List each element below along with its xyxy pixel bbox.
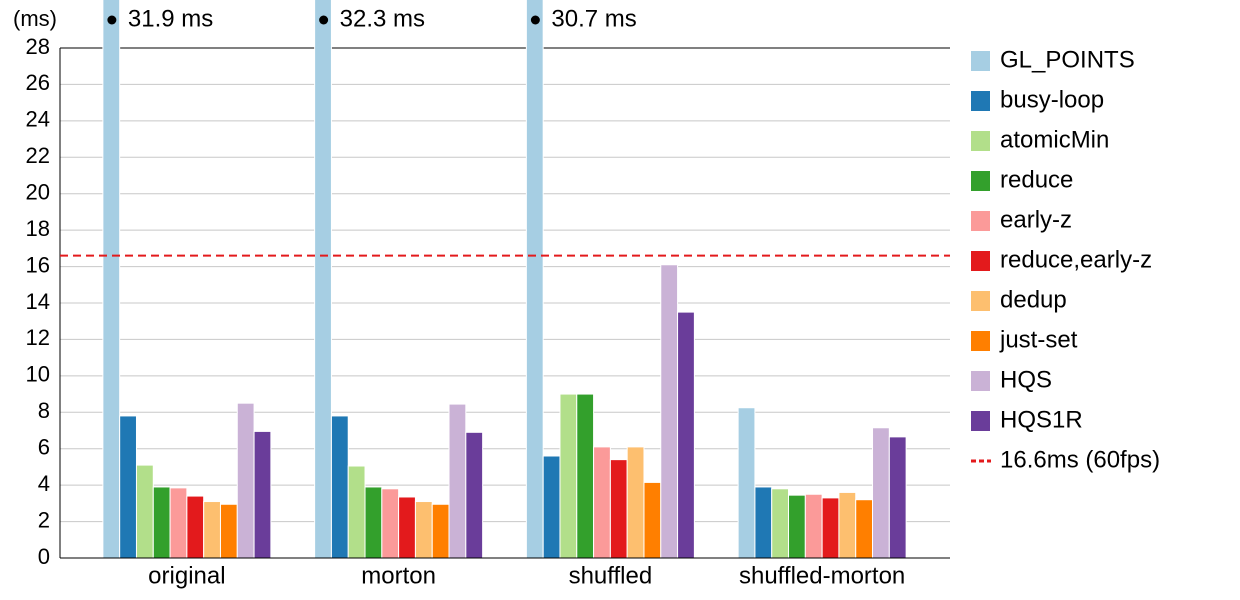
bar [660,264,679,559]
legend-label: GL_POINTS [1000,46,1135,73]
y-tick-label: 14 [26,289,50,314]
bar [364,486,383,559]
bar [253,430,272,559]
legend-label: early-z [1000,206,1072,233]
legend-label: just-set [999,326,1078,353]
legend-swatch [971,211,990,231]
bar [804,493,823,559]
bar [152,486,171,559]
bar [431,503,450,559]
y-tick-label: 4 [38,471,50,496]
legend-label: busy-loop [1000,86,1104,113]
legend-label: HQS1R [1000,406,1083,433]
bar [771,488,790,559]
bar [186,495,205,559]
legend-label: dedup [1000,286,1067,313]
y-axis-label: (ms) [13,6,57,31]
bar [754,486,773,559]
bar [398,496,416,559]
bar [236,402,255,559]
legend-label: reduce [1000,166,1073,193]
bar [643,481,662,559]
legend-swatch [971,251,990,271]
x-tick-label: shuffled-morton [739,562,905,589]
bar [347,465,366,559]
value-label: 31.9 ms [128,5,213,32]
value-label: 30.7 ms [551,5,636,32]
x-tick-label: shuffled [569,562,653,589]
bar [414,501,433,559]
bar [626,446,645,559]
bar [203,501,221,559]
bar [609,459,628,559]
bar [525,0,544,559]
legend-label: reduce,early-z [1000,246,1152,273]
y-tick-label: 24 [26,107,50,132]
value-label: 32.3 ms [340,5,425,32]
legend-swatch [971,291,990,311]
legend-swatch [971,171,990,191]
bar [576,393,595,559]
bar [838,491,857,559]
legend-label: 16.6ms (60fps) [1000,446,1160,473]
legend-swatch [971,91,990,111]
legend-swatch [971,131,990,151]
bar [542,455,561,559]
y-tick-label: 6 [38,435,50,460]
legend-swatch [971,371,990,391]
bar [788,494,806,559]
bar [448,403,467,559]
label-dot [107,15,117,25]
y-tick-label: 26 [26,70,50,95]
y-tick-label: 22 [26,143,50,168]
y-tick-label: 12 [26,325,50,350]
bar [314,0,332,559]
x-tick-label: original [148,562,225,589]
bar [219,503,238,559]
bar [737,407,756,559]
bar [119,415,137,559]
bar [888,436,907,559]
legend-swatch [971,331,990,351]
legend-label: atomicMin [1000,126,1109,153]
y-tick-label: 20 [26,180,50,205]
bar [593,446,611,559]
legend-swatch [971,411,990,431]
bar [855,499,874,559]
label-dot [530,15,540,25]
y-tick-label: 10 [26,362,50,387]
y-tick-label: 16 [26,252,50,277]
bar [135,464,154,559]
y-tick-label: 8 [38,398,50,423]
bar [169,487,188,559]
y-tick-label: 28 [26,34,50,59]
bar [872,427,890,559]
y-tick-label: 18 [26,216,50,241]
bar [465,431,484,559]
bar [330,415,349,559]
bar [559,393,578,559]
y-tick-label: 2 [38,507,50,532]
legend-label: HQS [1000,366,1052,393]
bar [821,497,840,559]
y-tick-label: 0 [38,544,50,569]
bar [102,0,121,559]
label-dot [319,15,329,25]
bar [677,311,695,559]
bar [381,488,400,559]
legend-swatch [971,51,990,71]
x-tick-label: morton [361,562,436,589]
